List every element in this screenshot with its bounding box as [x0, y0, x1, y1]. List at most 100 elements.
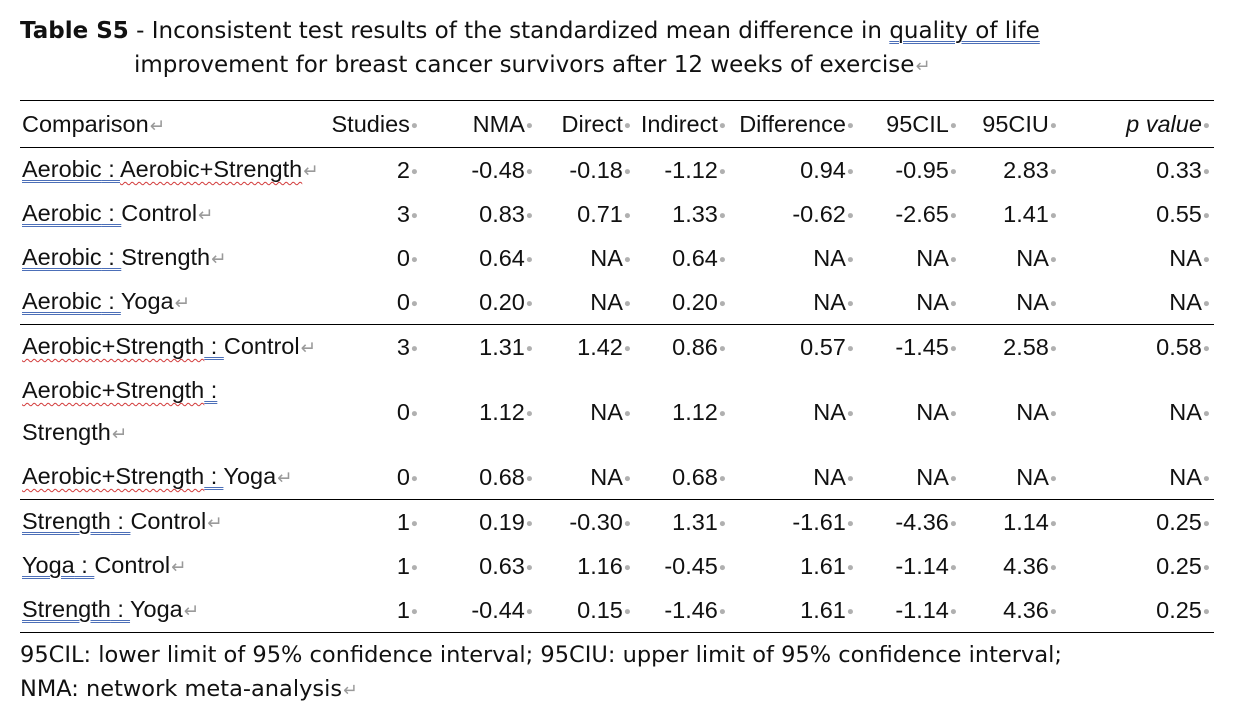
cell-95ciu: 1.14● — [961, 499, 1061, 544]
cell-mark-icon: ● — [1202, 296, 1210, 310]
cell-difference: NA● — [813, 288, 854, 315]
header-direct: Direct● — [537, 100, 635, 148]
cell-difference: NA● — [813, 398, 854, 425]
cell-mark-icon: ● — [525, 406, 533, 420]
cell-mark-icon: ● — [1049, 516, 1057, 530]
cell-mark-icon: ● — [410, 118, 418, 132]
cell-mark-icon: ● — [718, 604, 726, 618]
cell-difference: 0.57● — [730, 324, 858, 369]
cell-direct: NA● — [590, 463, 631, 490]
cell-studies: 0● — [396, 398, 418, 425]
cell-mark-icon: ● — [949, 560, 957, 574]
cell-mark-icon: ● — [718, 471, 726, 485]
paragraph-mark-icon: ↵ — [300, 337, 316, 358]
cell-mark-icon: ● — [623, 471, 631, 485]
cell-direct: 1.16● — [577, 552, 631, 579]
cell-difference: NA● — [813, 244, 854, 271]
footnote-line-1: 95CIL: lower limit of 95% confidence int… — [20, 642, 1062, 668]
cell-studies: 2● — [396, 156, 418, 183]
cell-comparison: Yoga : Control↵ — [20, 544, 329, 588]
results-table: Comparison↵ Studies● NMA● Direct● Indire… — [20, 100, 1214, 633]
table-footnote: 95CIL: lower limit of 95% confidence int… — [20, 638, 1220, 708]
comparison-separator: : — [101, 244, 122, 270]
cell-95cil: -1.45● — [858, 324, 961, 369]
cell-indirect: 0.20● — [672, 288, 726, 315]
comparison-treatment-a: Aerobic — [22, 200, 102, 226]
header-95cil: 95CIL● — [858, 100, 961, 148]
comparison-treatment-b: Yoga — [223, 463, 277, 489]
cell-mark-icon: ● — [718, 118, 726, 132]
cell-mark-icon: ● — [410, 516, 418, 530]
comparison-treatment-b: Control — [94, 552, 171, 578]
cell-indirect: 0.86● — [635, 324, 730, 369]
cell-95ciu: 4.36● — [961, 588, 1061, 633]
cell-indirect: -1.46● — [635, 588, 730, 633]
cell-mark-icon: ● — [846, 341, 854, 355]
cell-mark-icon: ● — [1202, 341, 1210, 355]
cell-mark-icon: ● — [949, 164, 957, 178]
cell-mark-icon: ● — [410, 208, 418, 222]
table-row: Yoga : Control↵ 1● 0.63● 1.16● -0.45● 1.61● -1… — [20, 544, 1214, 588]
cell-mark-icon: ● — [846, 560, 854, 574]
cell-comparison: Strength : Control↵ — [20, 499, 329, 544]
header-studies: Studies● — [329, 100, 422, 148]
cell-mark-icon: ● — [410, 296, 418, 310]
cell-mark-icon: ● — [1202, 164, 1210, 178]
comparison-treatment-a: Aerobic+Strength — [22, 463, 205, 489]
cell-indirect: -1.12● — [664, 156, 726, 183]
comparison-treatment-b: Aerobic+Strength — [119, 156, 303, 182]
comparison-separator: : — [101, 288, 121, 314]
cell-mark-icon: ● — [1049, 560, 1057, 574]
header-comparison: Comparison↵ — [20, 100, 329, 148]
cell-mark-icon: ● — [1202, 604, 1210, 618]
cell-mark-icon: ● — [525, 560, 533, 574]
cell-indirect: 1.31● — [635, 499, 730, 544]
cell-95cil: NA● — [916, 463, 957, 490]
cell-mark-icon: ● — [846, 252, 854, 266]
table-row: Strength : Control↵ 1● 0.19● -0.30● 1.31● -1.… — [20, 499, 1214, 544]
cell-95ciu: NA● — [1016, 463, 1057, 490]
cell-difference: NA● — [813, 463, 854, 490]
table-row: Aerobic : Aerobic+Strength↵ 2● -0.48● -0.18… — [20, 148, 1214, 193]
cell-mark-icon: ● — [846, 516, 854, 530]
cell-p-value: 0.25● — [1156, 552, 1210, 579]
cell-mark-icon: ● — [410, 604, 418, 618]
table-caption: Table S5 - Inconsistent test results of … — [20, 14, 1220, 84]
cell-indirect: 1.33● — [672, 200, 726, 227]
cell-nma: -0.48● — [471, 156, 533, 183]
cell-nma: 1.12● — [479, 398, 533, 425]
table-row: Aerobic : Yoga↵ 0● 0.20● NA● 0.20● NA● NA● NA● N… — [20, 280, 1214, 325]
cell-nma: 0.83● — [479, 200, 533, 227]
cell-mark-icon: ● — [623, 604, 631, 618]
table-row: Aerobic+Strength : Control↵ 3● 1.31● 1.42● 0… — [20, 324, 1214, 369]
comparison-separator: : — [101, 200, 122, 226]
cell-mark-icon: ● — [1049, 604, 1057, 618]
cell-mark-icon: ● — [949, 341, 957, 355]
cell-mark-icon: ● — [525, 341, 533, 355]
cell-mark-icon: ● — [846, 296, 854, 310]
caption-underlined-term: quality of life — [889, 18, 1040, 44]
cell-mark-icon: ● — [623, 252, 631, 266]
comparison-separator: : — [110, 508, 131, 534]
comparison-treatment-b: Control — [130, 508, 207, 534]
table-row: Aerobic+Strength : Yoga↵ 0● 0.68● NA● 0.68● N… — [20, 455, 1214, 500]
comparison-treatment-a: Aerobic — [22, 288, 102, 314]
cell-p-value: NA● — [1169, 463, 1210, 490]
comparison-treatment-b: Strength — [22, 419, 111, 445]
cell-mark-icon: ● — [410, 471, 418, 485]
header-row: Comparison↵ Studies● NMA● Direct● Indire… — [20, 100, 1214, 148]
cell-p-value: NA● — [1169, 398, 1210, 425]
table-row: Aerobic+Strength : Strength↵ 0● 1.12● NA● 1.… — [20, 369, 1214, 455]
caption-line-1: Table S5 - Inconsistent test results of … — [20, 14, 1220, 48]
table-label: Table S5 — [20, 18, 129, 44]
paragraph-mark-icon: ↵ — [277, 467, 293, 488]
cell-nma: 0.19● — [422, 499, 537, 544]
cell-comparison: Aerobic+Strength : Control↵ — [20, 324, 329, 369]
comparison-treatment-b: Yoga — [120, 288, 174, 314]
comparison-treatment-b: Control — [223, 333, 300, 359]
header-nma: NMA● — [422, 100, 537, 148]
cell-direct: -0.30● — [537, 499, 635, 544]
cell-mark-icon: ● — [949, 406, 957, 420]
cell-mark-icon: ● — [846, 164, 854, 178]
cell-mark-icon: ● — [949, 516, 957, 530]
